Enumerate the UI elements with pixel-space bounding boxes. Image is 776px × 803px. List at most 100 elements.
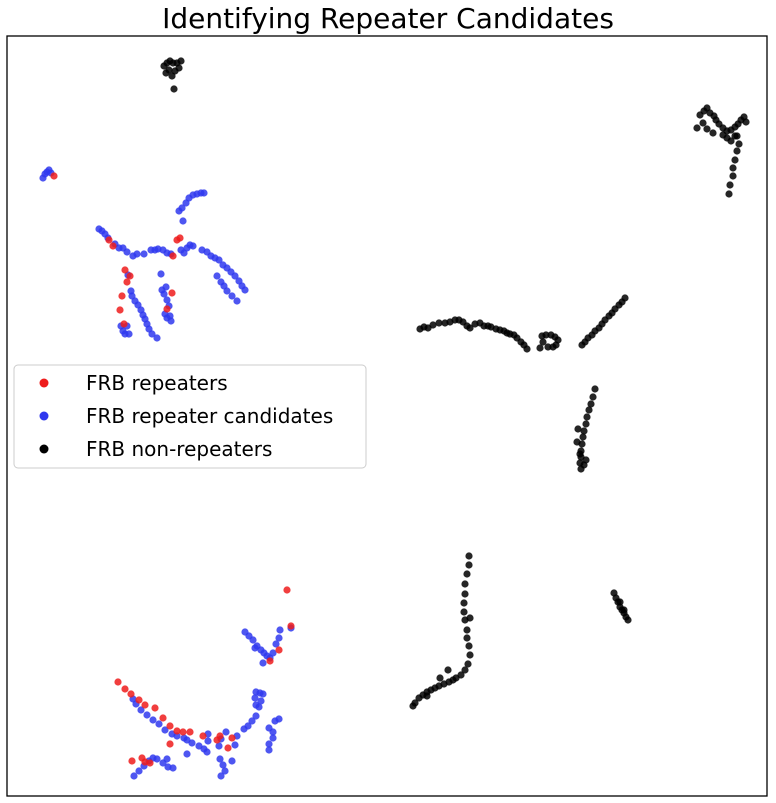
point-frb-repeater-candidates (148, 330, 156, 338)
point-frb-non-repeaters (731, 132, 739, 140)
point-frb-non-repeaters (735, 140, 743, 148)
point-frb-non-repeaters (709, 129, 717, 137)
point-frb-repeater-candidates (179, 217, 187, 225)
legend-box (13, 364, 367, 469)
point-frb-non-repeaters (539, 338, 547, 346)
point-frb-non-repeaters (582, 420, 590, 428)
point-frb-non-repeaters (549, 343, 557, 351)
point-frb-repeaters (169, 252, 177, 260)
point-frb-repeater-candidates (222, 728, 230, 736)
chart-title: Identifying Repeater Candidates (162, 2, 614, 35)
point-frb-repeater-candidates (200, 189, 208, 197)
point-frb-non-repeaters (693, 124, 701, 132)
point-frb-non-repeaters (177, 57, 185, 65)
point-frb-repeaters (228, 734, 236, 742)
point-frb-repeater-candidates (241, 286, 249, 294)
point-frb-non-repeaters (429, 321, 437, 329)
point-frb-repeater-candidates (223, 287, 231, 295)
point-frb-repeaters (121, 266, 129, 274)
point-frb-repeater-candidates (163, 755, 171, 763)
point-frb-non-repeaters (733, 147, 741, 155)
point-frb-repeaters (166, 722, 174, 730)
point-frb-non-repeaters (620, 606, 628, 614)
point-frb-repeaters (179, 728, 187, 736)
point-frb-repeaters (146, 759, 154, 767)
point-frb-repeater-candidates (140, 250, 148, 258)
point-frb-repeaters (287, 622, 295, 630)
point-frb-repeater-candidates (265, 746, 273, 754)
point-frb-non-repeaters (465, 642, 473, 650)
point-frb-repeater-candidates (162, 283, 170, 291)
point-frb-repeaters (166, 740, 174, 748)
point-frb-repeater-candidates (257, 697, 265, 705)
point-frb-repeater-candidates (244, 722, 252, 730)
point-frb-non-repeaters (523, 345, 531, 353)
point-frb-non-repeaters (576, 450, 584, 458)
point-frb-non-repeaters (573, 438, 581, 446)
point-frb-non-repeaters (175, 64, 183, 72)
point-frb-repeaters (118, 292, 126, 300)
point-frb-repeater-candidates (169, 764, 177, 772)
point-frb-non-repeaters (464, 660, 472, 668)
point-frb-repeater-candidates (153, 334, 161, 342)
point-frb-non-repeaters (703, 125, 711, 133)
point-frb-repeater-candidates (130, 772, 138, 780)
point-frb-repeaters (123, 278, 131, 286)
point-frb-repeater-candidates (189, 242, 197, 250)
point-frb-repeater-candidates (215, 742, 223, 750)
point-frb-repeaters (116, 306, 124, 314)
point-frb-repeaters (275, 646, 283, 654)
point-frb-repeater-candidates (137, 706, 145, 714)
point-frb-repeater-candidates (215, 256, 223, 264)
point-frb-repeater-candidates (219, 761, 227, 769)
point-frb-non-repeaters (463, 634, 471, 642)
point-frb-non-repeaters (460, 599, 468, 607)
point-frb-repeaters (127, 690, 135, 698)
point-frb-repeater-candidates (269, 649, 277, 657)
point-frb-repeater-candidates (275, 634, 283, 642)
point-frb-non-repeaters (423, 692, 431, 700)
point-frb-non-repeaters (729, 164, 737, 172)
legend-label: FRB non-repeaters (86, 437, 272, 461)
series-frb-repeaters (50, 172, 295, 767)
point-frb-repeater-candidates (252, 701, 260, 709)
point-frb-non-repeaters (170, 85, 178, 93)
point-frb-repeater-candidates (272, 640, 280, 648)
point-frb-non-repeaters (460, 608, 468, 616)
legend-label: FRB repeater candidates (86, 404, 333, 428)
point-frb-non-repeaters (463, 626, 471, 634)
point-frb-non-repeaters (544, 343, 552, 351)
point-frb-non-repeaters (589, 393, 597, 401)
point-frb-repeaters (159, 714, 167, 722)
legend-label: FRB repeaters (86, 371, 228, 395)
point-frb-non-repeaters (719, 131, 727, 139)
point-frb-non-repeaters (444, 666, 452, 674)
point-frb-repeaters (50, 172, 58, 180)
point-frb-repeater-candidates (233, 297, 241, 305)
point-frb-repeaters (126, 272, 134, 280)
point-frb-repeater-candidates (259, 659, 267, 667)
legend-marker (39, 444, 49, 454)
point-frb-repeaters (135, 696, 143, 704)
series-frb-non-repeaters (160, 57, 750, 710)
point-frb-repeater-candidates (188, 739, 196, 747)
point-frb-repeater-candidates (265, 740, 273, 748)
point-frb-non-repeaters (415, 694, 423, 702)
point-frb-non-repeaters (463, 570, 471, 578)
point-frb-repeater-candidates (204, 737, 212, 745)
legend: FRB repeaters FRB repeater candidates FRB … (13, 364, 367, 469)
point-frb-repeater-candidates (269, 734, 277, 742)
point-frb-non-repeaters (579, 433, 587, 441)
point-frb-repeater-candidates (143, 711, 151, 719)
point-frb-repeater-candidates (276, 626, 284, 634)
point-frb-repeater-candidates (135, 767, 143, 775)
point-frb-repeaters (176, 234, 184, 242)
point-frb-non-repeaters (436, 674, 444, 682)
point-frb-repeater-candidates (161, 726, 169, 734)
point-frb-non-repeaters (574, 425, 582, 433)
point-frb-repeater-candidates (231, 272, 239, 280)
point-frb-non-repeaters (466, 651, 474, 659)
point-frb-non-repeaters (582, 456, 590, 464)
point-frb-non-repeaters (435, 319, 443, 327)
